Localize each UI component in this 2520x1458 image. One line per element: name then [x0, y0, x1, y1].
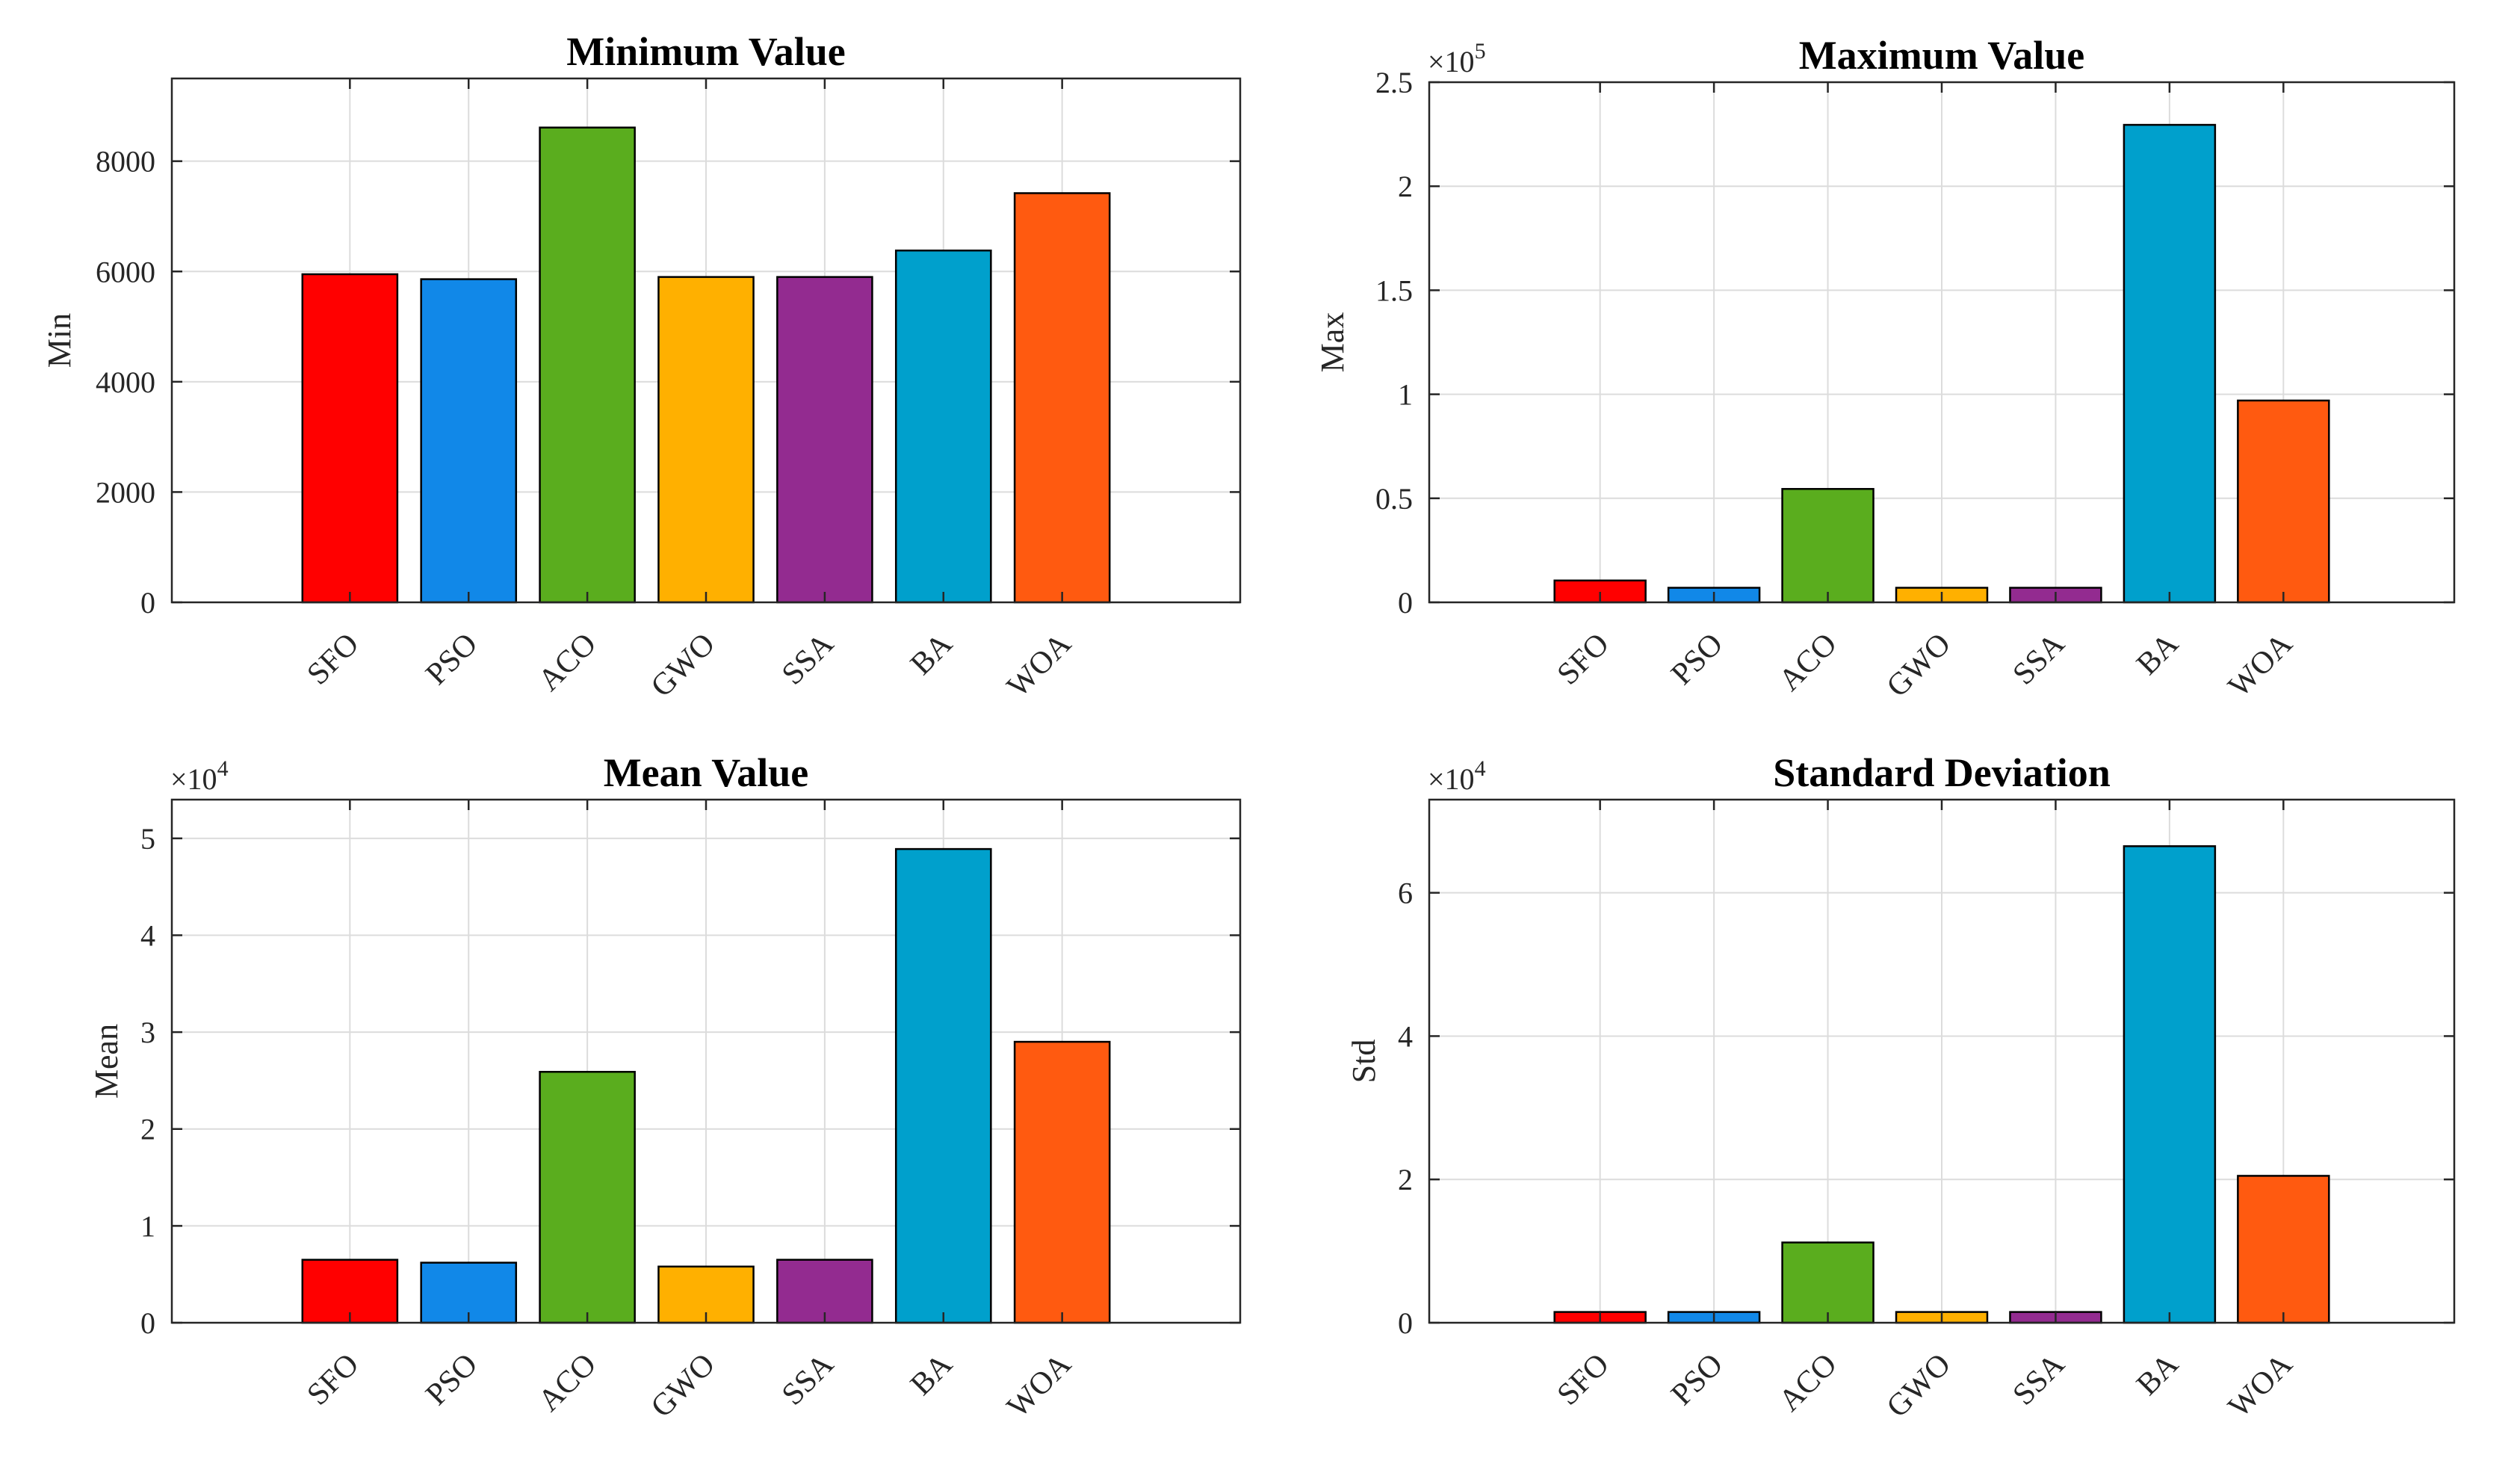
bar-sfo	[301, 1258, 399, 1324]
category-label-gwo: GWO	[1880, 627, 1957, 704]
bar-woa	[1013, 1040, 1111, 1324]
axis-exponent-label: ×104	[1428, 756, 1486, 796]
category-label-ssa: SSA	[775, 1347, 840, 1412]
y-tick-label: 1	[1398, 378, 1413, 412]
chart-panel-1: 0 0.5 1 1.5 2 2.5 SFO PSO ACO GWO SSA BA WOA Maximum …	[1314, 33, 2456, 704]
bar-sfo	[301, 273, 399, 604]
bar-woa	[1013, 192, 1111, 604]
category-label-pso: PSO	[419, 627, 484, 692]
bar-ba	[2123, 845, 2217, 1324]
chart-title: Mean Value	[604, 750, 809, 795]
category-label-ssa: SSA	[2006, 626, 2071, 691]
y-tick-label: 4000	[96, 365, 155, 399]
y-tick-label: 2.5	[1375, 66, 1413, 99]
category-label-ba: BA	[2130, 626, 2185, 682]
y-tick-label: 0	[1398, 586, 1413, 620]
category-label-aco: ACO	[532, 627, 603, 698]
category-label-sfo: SFO	[1551, 1347, 1616, 1412]
chart-panel-3: 0 2 4 6 SFO PSO ACO GWO SSA BA WOA Standard Deviati…	[1346, 750, 2456, 1424]
category-label-sfo: SFO	[300, 627, 365, 692]
category-label-ba: BA	[904, 626, 959, 682]
y-tick-label: 0	[140, 586, 155, 620]
category-label-woa: WOA	[1000, 626, 1078, 704]
category-label-gwo: GWO	[1880, 1347, 1957, 1424]
category-label-pso: PSO	[419, 1347, 484, 1412]
category-label-aco: ACO	[532, 1347, 603, 1418]
y-axis-title: Max	[1314, 312, 1351, 373]
y-tick-label: 8000	[96, 145, 155, 179]
category-label-ssa: SSA	[2006, 1347, 2071, 1412]
category-label-gwo: GWO	[645, 627, 722, 704]
category-label-sfo: SFO	[1551, 627, 1616, 692]
y-tick-label: 4	[140, 918, 155, 952]
y-tick-label: 2	[1398, 1163, 1413, 1196]
y-tick-label: 0	[140, 1306, 155, 1340]
y-axis-title: Std	[1346, 1040, 1382, 1084]
category-label-aco: ACO	[1772, 1347, 1843, 1418]
category-label-pso: PSO	[1665, 627, 1730, 692]
bar-aco	[539, 126, 636, 604]
y-tick-label: 5	[140, 822, 155, 856]
axis-exponent-label: ×105	[1428, 39, 1486, 78]
y-tick-label: 2000	[96, 475, 155, 509]
category-label-ba: BA	[904, 1347, 959, 1402]
category-label-gwo: GWO	[645, 1347, 722, 1424]
category-label-ba: BA	[2130, 1347, 2185, 1402]
bar-gwo	[657, 276, 755, 604]
bar-ba	[2123, 123, 2217, 604]
category-label-woa: WOA	[2222, 626, 2300, 704]
y-axis-title: Mean	[88, 1024, 125, 1099]
y-tick-label: 0.5	[1375, 482, 1413, 516]
bar-pso	[420, 278, 518, 604]
y-tick-label: 3	[140, 1016, 155, 1049]
bar-woa	[2237, 1175, 2330, 1324]
category-label-woa: WOA	[2222, 1347, 2300, 1424]
category-label-woa: WOA	[1000, 1347, 1078, 1424]
bar-aco	[1781, 488, 1874, 604]
chart-title: Maximum Value	[1799, 33, 2085, 78]
axis-exponent-label: ×104	[170, 756, 229, 796]
bar-ssa	[776, 1258, 873, 1324]
bar-ba	[894, 249, 992, 604]
y-tick-label: 0	[1398, 1306, 1413, 1340]
bar-ssa	[776, 276, 873, 604]
y-tick-label: 6	[1398, 877, 1413, 910]
y-tick-label: 6000	[96, 255, 155, 288]
chart-title: Standard Deviation	[1773, 750, 2111, 795]
chart-title: Minimum Value	[566, 29, 846, 74]
chart-panel-2: 0 1 2 3 4 5 SFO PSO ACO GWO SSA BA WOA Mean Value Mean…	[88, 750, 1242, 1424]
category-label-sfo: SFO	[300, 1347, 365, 1412]
category-label-aco: ACO	[1772, 627, 1843, 698]
bar-woa	[2237, 399, 2330, 604]
category-label-pso: PSO	[1665, 1347, 1730, 1412]
y-tick-label: 1.5	[1375, 274, 1413, 307]
bar-aco	[1781, 1241, 1874, 1324]
y-tick-label: 4	[1398, 1019, 1413, 1053]
y-tick-label: 2	[140, 1113, 155, 1146]
bar-ba	[894, 847, 992, 1324]
bar-aco	[539, 1071, 636, 1324]
y-axis-title: Min	[41, 313, 78, 368]
chart-panel-0: 0 2000 4000 6000 8000 SFO PSO ACO GWO SSA BA WOA Min…	[41, 29, 1242, 704]
y-tick-label: 2	[1398, 170, 1413, 203]
y-tick-label: 1	[140, 1209, 155, 1243]
category-label-ssa: SSA	[775, 626, 840, 691]
